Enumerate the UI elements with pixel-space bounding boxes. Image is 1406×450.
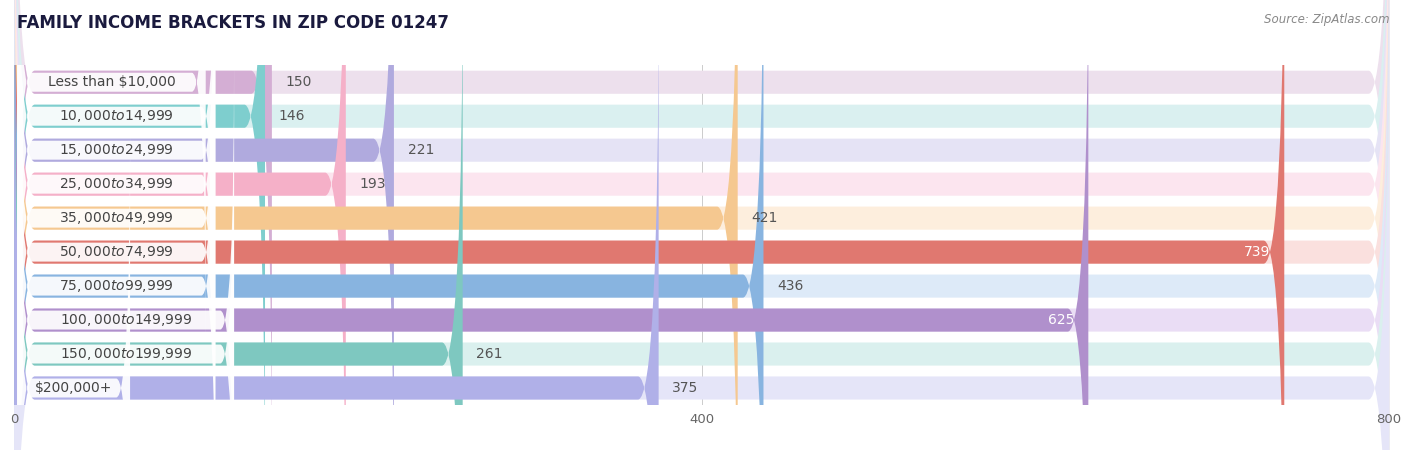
FancyBboxPatch shape [14, 0, 1389, 450]
Text: 146: 146 [278, 109, 305, 123]
FancyBboxPatch shape [14, 0, 1389, 450]
FancyBboxPatch shape [17, 92, 233, 450]
Text: FAMILY INCOME BRACKETS IN ZIP CODE 01247: FAMILY INCOME BRACKETS IN ZIP CODE 01247 [17, 14, 449, 32]
FancyBboxPatch shape [17, 0, 215, 413]
FancyBboxPatch shape [17, 126, 131, 450]
FancyBboxPatch shape [14, 0, 1389, 450]
Text: 261: 261 [477, 347, 503, 361]
Text: $100,000 to $149,999: $100,000 to $149,999 [59, 312, 193, 328]
Text: $10,000 to $14,999: $10,000 to $14,999 [59, 108, 174, 124]
FancyBboxPatch shape [17, 58, 233, 450]
FancyBboxPatch shape [14, 0, 264, 450]
FancyBboxPatch shape [14, 0, 1284, 450]
Text: Less than $10,000: Less than $10,000 [48, 75, 176, 89]
FancyBboxPatch shape [14, 0, 1389, 450]
Text: 150: 150 [285, 75, 312, 89]
FancyBboxPatch shape [17, 0, 205, 345]
Text: $150,000 to $199,999: $150,000 to $199,999 [59, 346, 193, 362]
FancyBboxPatch shape [14, 0, 738, 450]
FancyBboxPatch shape [14, 0, 658, 450]
Text: $200,000+: $200,000+ [35, 381, 112, 395]
Text: $75,000 to $99,999: $75,000 to $99,999 [59, 278, 174, 294]
FancyBboxPatch shape [14, 0, 463, 450]
FancyBboxPatch shape [14, 0, 1389, 450]
Text: $25,000 to $34,999: $25,000 to $34,999 [59, 176, 174, 192]
FancyBboxPatch shape [17, 24, 215, 450]
Text: $35,000 to $49,999: $35,000 to $49,999 [59, 210, 174, 226]
FancyBboxPatch shape [14, 0, 1389, 450]
FancyBboxPatch shape [14, 0, 1389, 450]
FancyBboxPatch shape [17, 0, 215, 450]
Text: 436: 436 [778, 279, 804, 293]
FancyBboxPatch shape [14, 0, 1088, 450]
FancyBboxPatch shape [14, 0, 1389, 450]
FancyBboxPatch shape [14, 0, 763, 450]
FancyBboxPatch shape [14, 0, 271, 450]
FancyBboxPatch shape [17, 0, 215, 378]
FancyBboxPatch shape [14, 0, 1389, 450]
FancyBboxPatch shape [14, 0, 346, 450]
Text: Source: ZipAtlas.com: Source: ZipAtlas.com [1264, 14, 1389, 27]
Text: 739: 739 [1244, 245, 1271, 259]
Text: 221: 221 [408, 143, 434, 157]
Text: $15,000 to $24,999: $15,000 to $24,999 [59, 142, 174, 158]
Text: 193: 193 [360, 177, 387, 191]
FancyBboxPatch shape [14, 0, 394, 450]
FancyBboxPatch shape [17, 0, 215, 450]
FancyBboxPatch shape [17, 0, 215, 446]
Text: 421: 421 [751, 211, 778, 225]
Text: 375: 375 [672, 381, 699, 395]
Text: $50,000 to $74,999: $50,000 to $74,999 [59, 244, 174, 260]
Text: 625: 625 [1049, 313, 1074, 327]
FancyBboxPatch shape [14, 0, 1389, 450]
